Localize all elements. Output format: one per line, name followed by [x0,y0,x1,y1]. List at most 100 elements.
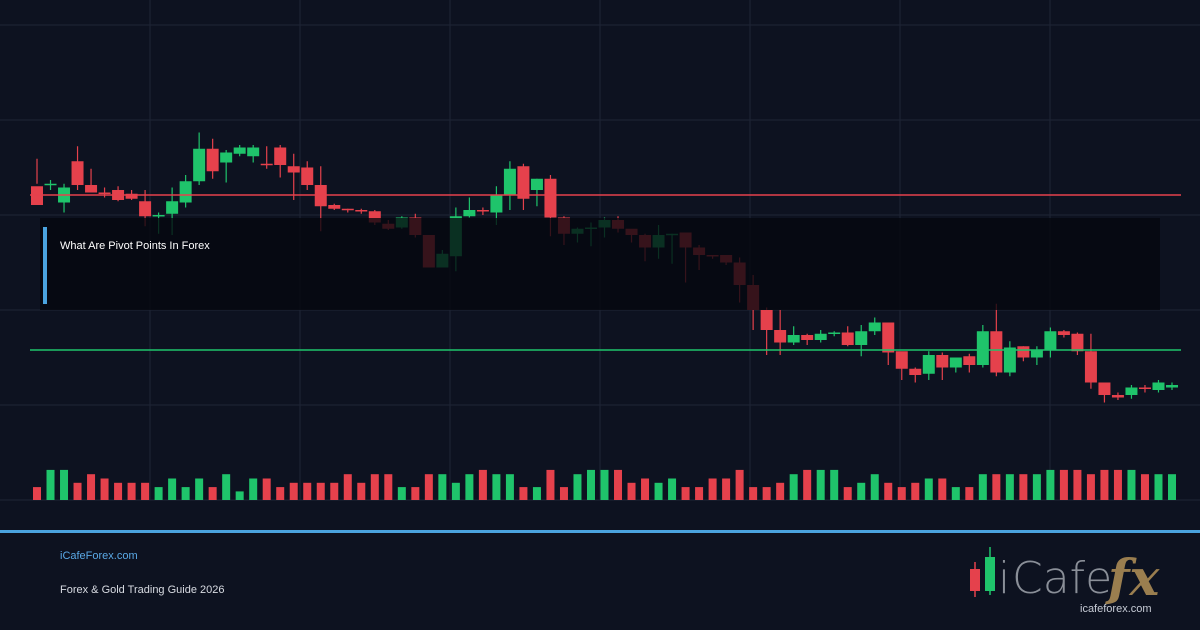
volume-bar [627,482,636,500]
volume-bar [249,478,258,500]
volume-bar [762,487,771,500]
volume-bar [370,474,379,500]
volume-bar [1032,474,1041,500]
footer-divider [0,530,1200,533]
volume-bar [343,474,352,500]
volume-bar [276,487,285,500]
volume-bar [100,478,109,500]
volume-bar [843,487,852,500]
volume-bar [114,482,123,500]
volume-bar [1073,469,1082,500]
candle-body [1071,333,1084,352]
candle-body [976,331,989,365]
candle-body [1030,350,1043,358]
candle-body [963,356,976,365]
volume-bar [897,487,906,500]
footer: iCafeForex.com Forex & Gold Trading Guid… [0,533,1200,630]
volume-bar [46,469,55,500]
volume-bar [870,474,879,500]
volume-bar [586,469,595,500]
volume-bar [87,474,96,500]
volume-bar [641,478,650,500]
candle-body [476,210,489,212]
candle-body [44,183,57,186]
candle-body [922,355,935,374]
volume-bar [803,469,812,500]
volume-bar [681,487,690,500]
volume-bar [911,482,920,500]
candle-body [895,351,908,369]
candle-body [139,201,152,217]
volume-bar [735,469,744,500]
volume-bar [1100,469,1109,500]
brand-logo[interactable]: i Cafe fx icafeforex.com [960,539,1180,625]
volume-bar [154,487,163,500]
candle-body [193,148,206,182]
volume-bar [857,482,866,500]
volume-bar [722,478,731,500]
volume-bar [789,474,798,500]
volume-bar [532,487,541,500]
volume-bar [546,469,555,500]
candle-body [990,331,1003,373]
volume-bar [573,474,582,500]
volume-bar [600,469,609,500]
candle-body [1098,382,1111,395]
volume-bar [478,469,487,500]
title-overlay: What Are Pivot Points In Forex [40,218,1160,310]
volume-bar [668,478,677,500]
candle-body [855,331,868,345]
candle-body [1166,385,1178,388]
candle-body [828,332,841,334]
candle-body [1003,347,1016,373]
candle-body [787,335,800,343]
volume-bar [181,487,190,500]
volume-bar [195,478,204,500]
candle-body [544,178,557,218]
volume-bar [695,487,704,500]
volume-bar [978,474,987,500]
volume-bar [222,474,231,500]
volume-bar [127,482,136,500]
volume-bar [1127,469,1136,500]
volume-bar [1019,474,1028,500]
volume-bar [208,487,217,500]
candle-body [936,355,949,368]
volume-bar [411,487,420,500]
volume-bar [451,482,460,500]
volume-bar [168,478,177,500]
candle-body [841,332,854,345]
candle-body [1138,387,1151,389]
logo-i: i [998,553,1010,604]
volume-bar [1086,474,1095,500]
volume-bar [316,482,325,500]
candle-body [1125,387,1138,395]
page-title: What Are Pivot Points In Forex [60,240,210,252]
volume-bar [235,491,244,500]
logo-url[interactable]: icafeforex.com [1080,603,1152,615]
candlestick-chart: What Are Pivot Points In Forex [0,0,1200,501]
candle-body [814,333,827,340]
volume-bar [397,487,406,500]
volume-bar [965,487,974,500]
volume-bar [73,482,82,500]
volume-bar [33,487,41,500]
candle-body [490,195,503,213]
candle-body [868,322,881,332]
candle-body [341,208,354,211]
volume-bar [492,474,501,500]
candle-body [463,210,476,217]
site-link[interactable]: iCafeForex.com [60,550,138,562]
candle-body [233,147,246,154]
volume-bar [438,474,447,500]
volume-bar [262,478,271,500]
candle-body [368,211,381,223]
volume-bar [424,474,433,500]
volume-bar [1046,469,1055,500]
volume-bar [141,482,150,500]
footer-subtitle: Forex & Gold Trading Guide 2026 [60,584,225,596]
candle-body [328,205,341,209]
candle-body [260,163,273,166]
volume-bar [1168,474,1176,500]
candle-body [1152,382,1165,390]
